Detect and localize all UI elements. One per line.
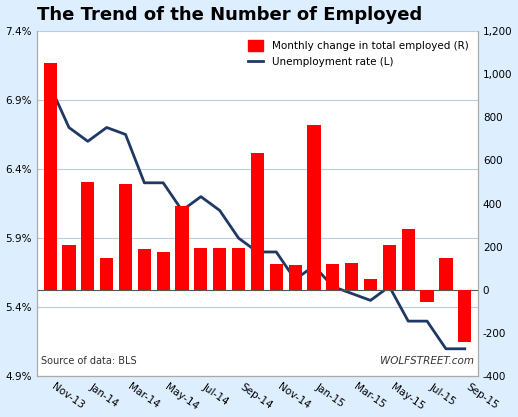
Bar: [289, 265, 301, 290]
Text: WOLFSTREET.com: WOLFSTREET.com: [380, 356, 473, 366]
Bar: [383, 245, 396, 290]
Legend: Monthly change in total employed (R), Unemployment rate (L): Monthly change in total employed (R), Un…: [243, 36, 473, 71]
Bar: [251, 153, 264, 290]
Bar: [439, 258, 453, 290]
Bar: [421, 290, 434, 302]
Bar: [345, 263, 358, 290]
Bar: [458, 290, 471, 342]
Bar: [194, 248, 208, 290]
Bar: [232, 248, 245, 290]
Bar: [364, 279, 377, 290]
Bar: [138, 249, 151, 290]
Bar: [213, 248, 226, 290]
Bar: [81, 182, 94, 290]
Bar: [119, 184, 132, 290]
Bar: [156, 252, 170, 290]
Bar: [270, 264, 283, 290]
Bar: [401, 229, 415, 290]
Text: The Trend of the Number of Employed: The Trend of the Number of Employed: [37, 5, 422, 23]
Bar: [100, 258, 113, 290]
Bar: [176, 206, 189, 290]
Bar: [326, 264, 339, 290]
Bar: [307, 125, 321, 290]
Bar: [62, 245, 76, 290]
Bar: [44, 63, 56, 290]
Text: Source of data: BLS: Source of data: BLS: [41, 356, 137, 366]
